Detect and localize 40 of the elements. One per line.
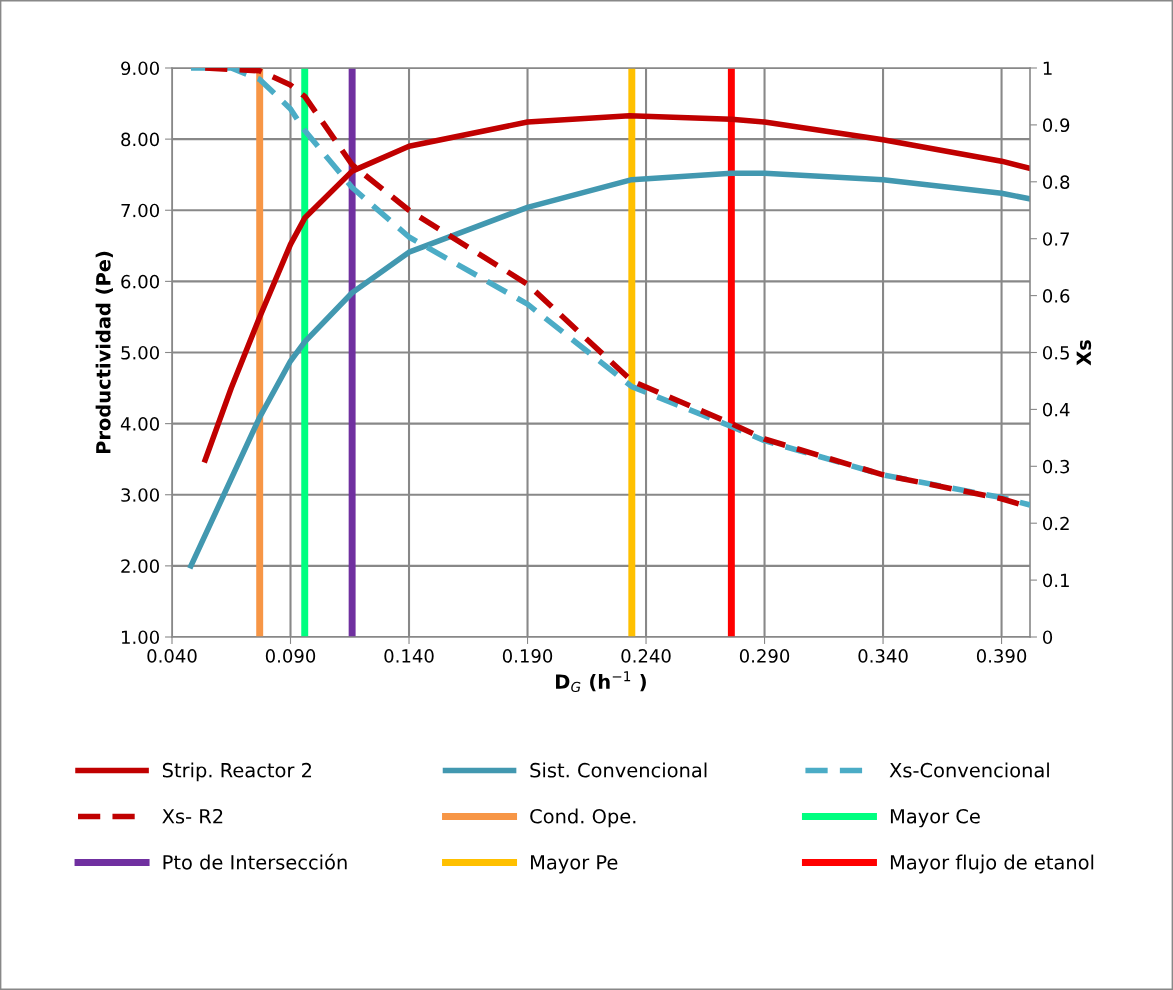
legend-label: Strip. Reactor 2 (162, 762, 312, 782)
y2-tick-label: 0.9 (1043, 118, 1070, 133)
legend-label: Mayor Ce (890, 808, 980, 828)
y2-tick-label: 0.2 (1043, 516, 1069, 531)
legend-label: Sist. Convencional (530, 762, 707, 778)
y-tick-label: 1.00 (121, 630, 159, 645)
x-axis-title: D$_{G}$ (h$^{−1}$ ) (556, 671, 646, 693)
x-tick-label: 0.140 (384, 649, 434, 663)
y2-tick-label: 0.6 (1043, 289, 1070, 303)
legend-label: Cond. Ope. (530, 808, 636, 828)
y-tick-label: 7.00 (121, 203, 159, 218)
y-tick-label: 6.00 (121, 274, 159, 289)
y-tick-label: 2.00 (121, 559, 159, 573)
legend-label: Pto de Intersección (163, 853, 347, 870)
y-tick-label: 4.00 (120, 417, 159, 431)
y2-tick-label: 0.7 (1043, 232, 1069, 246)
y2-tick-label: 0.4 (1043, 402, 1070, 417)
y2-tick-label: 0 (1043, 630, 1053, 645)
y2-tick-label: 0.3 (1043, 459, 1070, 474)
x-tick-label: 0.390 (976, 649, 1027, 663)
y-tick-label: 3.00 (121, 488, 159, 502)
x-tick-label: 0.290 (739, 649, 790, 663)
y2-tick-label: 0.1 (1043, 573, 1069, 588)
legend-label: Mayor flujo de etanol (890, 854, 1094, 874)
x-tick-label: 0.040 (147, 649, 197, 663)
y2-tick-label: 0.5 (1043, 345, 1069, 360)
y2-tick-label: 1 (1043, 61, 1052, 75)
x-tick-label: 0.090 (265, 649, 316, 663)
legend-label: Mayor Pe (531, 855, 618, 874)
x-tick-label: 0.190 (502, 649, 553, 663)
x-tick-label: 0.340 (858, 649, 908, 663)
legend-label: Xs-Convencional (889, 762, 1049, 778)
x-tick-label: 0.240 (621, 649, 671, 663)
y-tick-label: 5.00 (121, 345, 159, 360)
y-tick-label: 9.00 (121, 61, 159, 76)
y-tick-label: 8.00 (121, 132, 159, 147)
y2-tick-label: 0.8 (1043, 175, 1070, 189)
y-axis-title: Productividad (Pe) (95, 251, 113, 454)
legend-label: Xs- R2 (162, 808, 223, 824)
y2-axis-title: Xs (1076, 340, 1092, 366)
